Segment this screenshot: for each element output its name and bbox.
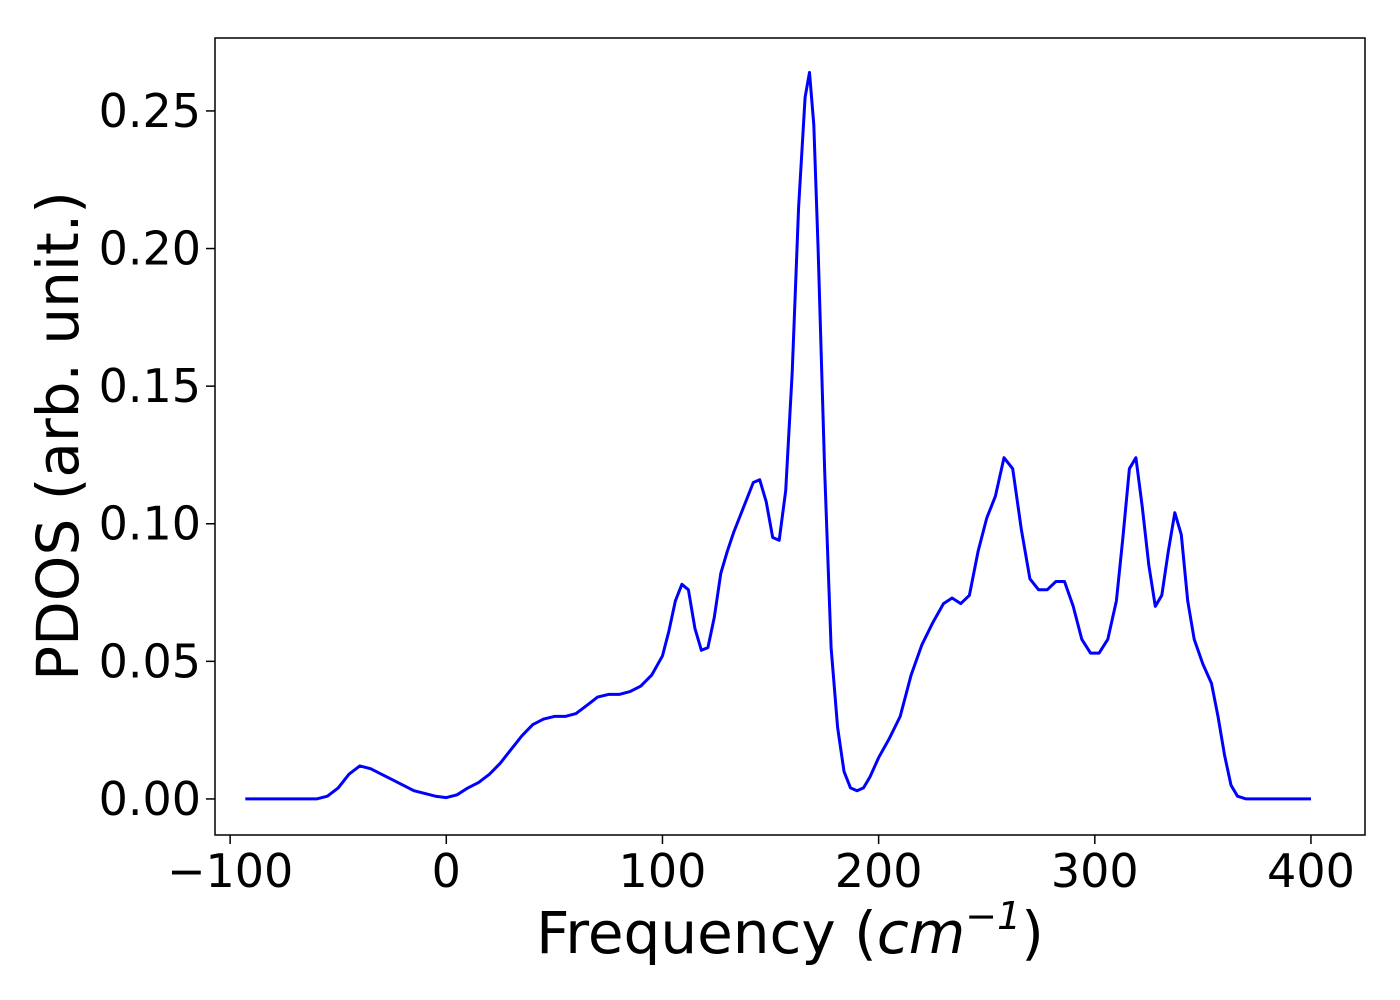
y-tick-label: 0.20 [99, 222, 201, 276]
x-tick-label: 300 [1051, 844, 1139, 898]
x-tick-label: 200 [835, 844, 923, 898]
x-axis-ticks: −100 0 100 200 300 400 [167, 835, 1355, 898]
y-tick-label: 0.15 [99, 359, 201, 413]
x-tick-label: 0 [432, 844, 461, 898]
x-tick-label: −100 [167, 844, 293, 898]
x-tick-label: 100 [619, 844, 707, 898]
y-axis-ticks: 0.00 0.05 0.10 0.15 0.20 0.25 [99, 84, 215, 826]
x-axis-label: Frequency (cm−1) [536, 894, 1044, 967]
y-tick-label: 0.05 [99, 634, 201, 688]
y-axis-label: PDOS (arb. unit.) [24, 191, 92, 681]
pdos-series-line [245, 70, 1311, 801]
x-tick-label: 400 [1267, 844, 1355, 898]
y-tick-label: 0.10 [99, 497, 201, 551]
y-tick-label: 0.25 [99, 84, 201, 138]
y-tick-label: 0.00 [99, 772, 201, 826]
